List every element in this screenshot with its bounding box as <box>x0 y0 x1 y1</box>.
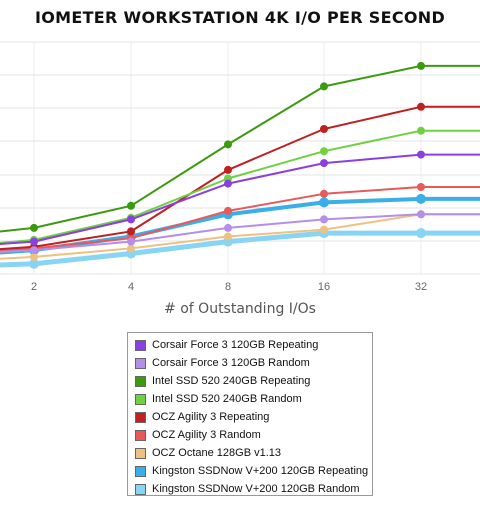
data-point[interactable] <box>224 140 232 149</box>
data-point[interactable] <box>127 244 135 253</box>
legend-item[interactable]: OCZ Octane 128GB v1.13 <box>135 444 372 462</box>
data-point[interactable] <box>127 215 135 224</box>
legend-swatch <box>135 375 146 387</box>
legend-label: Intel SSD 520 240GB Repeating <box>152 375 311 387</box>
data-point[interactable] <box>320 147 328 156</box>
data-point[interactable] <box>417 210 425 219</box>
series-intel-ssd-520-240gb-repeating <box>0 61 480 233</box>
data-point[interactable] <box>224 206 232 215</box>
data-point[interactable] <box>417 126 425 135</box>
legend-label: Corsair Force 3 120GB Repeating <box>152 339 319 351</box>
x-tick-label: 2 <box>31 281 37 293</box>
legend-item[interactable]: Intel SSD 520 240GB Random <box>135 390 372 408</box>
data-point[interactable] <box>29 258 39 269</box>
legend-item[interactable]: Corsair Force 3 120GB Random <box>135 354 372 372</box>
legend-item[interactable]: Kingston SSDNow V+200 120GB Random <box>135 480 372 498</box>
data-point[interactable] <box>127 201 135 210</box>
legend-swatch <box>135 465 146 477</box>
data-point[interactable] <box>320 215 328 224</box>
legend-label: OCZ Agility 3 Random <box>152 429 261 441</box>
legend-swatch <box>135 393 146 405</box>
x-tick-labels: 2 4 8 16 32 <box>31 281 427 293</box>
data-point[interactable] <box>416 193 426 204</box>
data-point[interactable] <box>224 232 232 241</box>
legend-label: Kingston SSDNow V+200 120GB Repeating <box>152 465 369 477</box>
data-point[interactable] <box>417 102 425 111</box>
legend-label: OCZ Agility 3 Repeating <box>152 411 270 423</box>
x-tick-label: 16 <box>318 281 330 293</box>
legend-swatch <box>135 339 146 351</box>
data-point[interactable] <box>416 228 426 239</box>
data-point[interactable] <box>319 197 329 208</box>
legend-swatch <box>135 447 146 459</box>
legend-item[interactable]: Intel SSD 520 240GB Repeating <box>135 372 372 390</box>
legend-item[interactable]: OCZ Agility 3 Repeating <box>135 408 372 426</box>
legend: Corsair Force 3 120GB Repeating Corsair F… <box>127 332 373 496</box>
series-kingston-ssdnow-v-200-120gb-random <box>0 228 480 269</box>
data-point[interactable] <box>224 179 232 188</box>
legend-label: Kingston SSDNow V+200 120GB Random <box>152 483 360 495</box>
legend-label: OCZ Octane 128GB v1.13 <box>152 447 282 459</box>
x-tick-label: 32 <box>415 281 427 293</box>
legend-item[interactable]: OCZ Agility 3 Random <box>135 426 372 444</box>
data-point[interactable] <box>417 183 425 191</box>
legend-swatch <box>135 483 146 495</box>
data-point[interactable] <box>320 225 328 234</box>
data-point[interactable] <box>30 223 38 232</box>
legend-label: Corsair Force 3 120GB Random <box>152 357 310 369</box>
data-point[interactable] <box>224 223 232 232</box>
data-point[interactable] <box>320 82 328 91</box>
legend-swatch <box>135 357 146 369</box>
legend-label: Intel SSD 520 240GB Random <box>152 393 302 405</box>
series-line <box>0 186 480 252</box>
x-tick-label: 8 <box>225 281 231 293</box>
series-corsair-force-3-120gb-random <box>0 210 480 255</box>
data-point[interactable] <box>127 237 135 246</box>
data-point[interactable] <box>320 189 328 198</box>
data-point[interactable] <box>30 246 38 255</box>
data-point[interactable] <box>30 237 38 246</box>
x-axis-label: # of Outstanding I/Os <box>164 301 316 317</box>
chart-title: IOMETER WORKSTATION 4K I/O PER SECOND <box>34 8 446 27</box>
data-point[interactable] <box>320 125 328 133</box>
x-tick-label: 4 <box>128 281 134 293</box>
data-point[interactable] <box>127 227 135 236</box>
data-point[interactable] <box>224 165 232 174</box>
legend-swatch <box>135 411 146 423</box>
data-point[interactable] <box>417 61 425 70</box>
legend-swatch <box>135 429 146 441</box>
series-line <box>0 230 480 268</box>
data-point[interactable] <box>30 252 38 261</box>
series-ocz-octane-128gb-v1-13 <box>0 210 480 261</box>
line-chart: 2 4 8 16 32 <box>0 41 480 293</box>
data-point[interactable] <box>320 159 328 168</box>
legend-item[interactable]: Kingston SSDNow V+200 120GB Repeating <box>135 462 372 480</box>
legend-item[interactable]: Corsair Force 3 120GB Repeating <box>135 336 372 354</box>
series-corsair-force-3-120gb-repeating <box>0 150 480 246</box>
data-point[interactable] <box>417 150 425 159</box>
series-layer <box>0 61 480 269</box>
